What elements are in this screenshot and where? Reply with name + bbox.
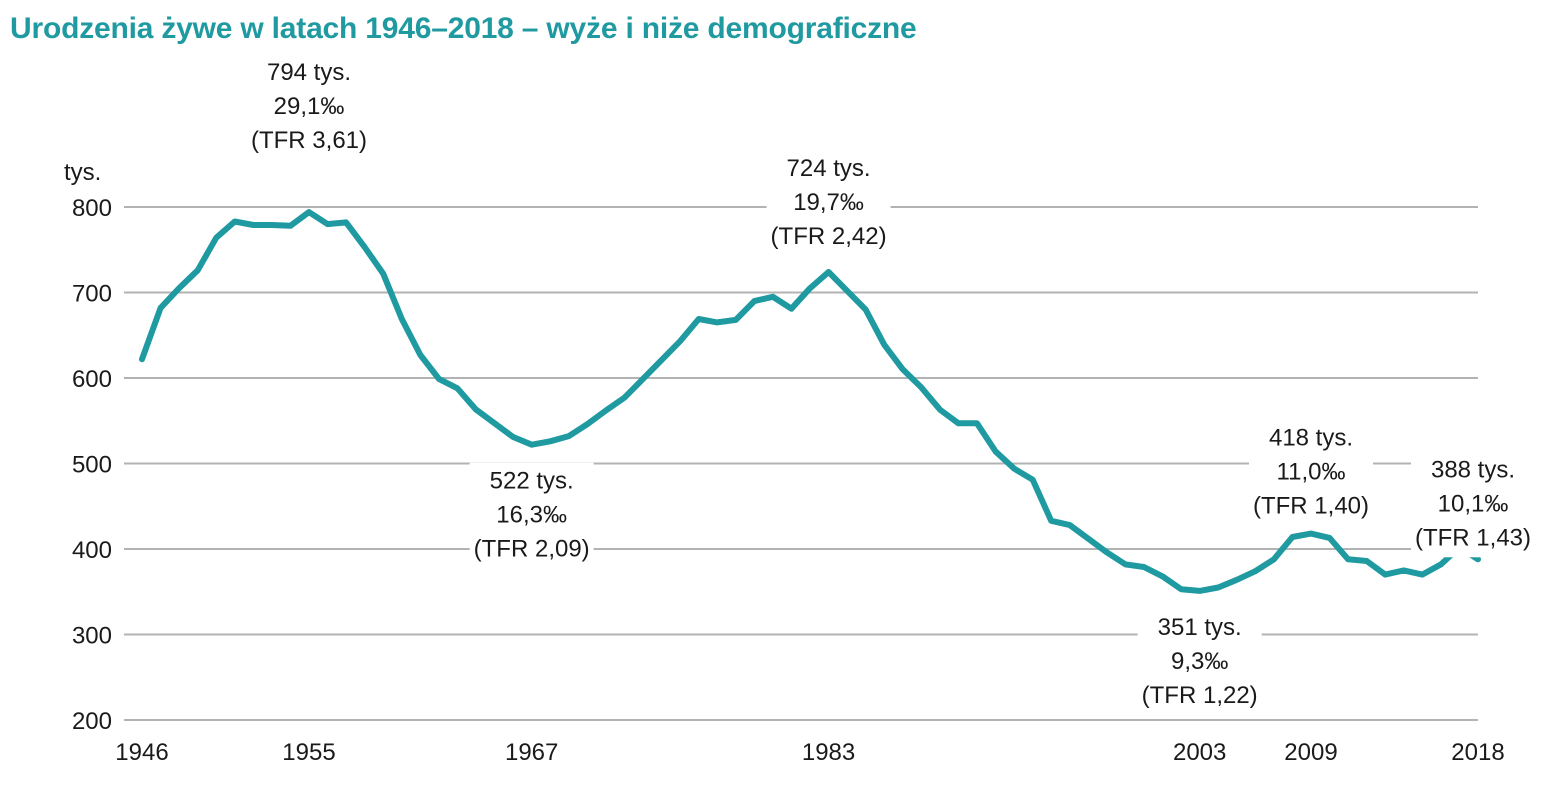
annotation-2009: 418 tys. 11,0‰ (TFR 1,40) — [1249, 419, 1373, 526]
annotation-text: 418 tys. — [1269, 425, 1353, 452]
annotation-text: 10,1‰ — [1438, 490, 1509, 517]
x-axis-ticks: 1946 1955 1967 1983 2003 2009 2018 — [115, 739, 1504, 766]
y-tick-label: 400 — [72, 537, 112, 564]
annotation-text: 388 tys. — [1431, 456, 1515, 483]
y-axis-ticks: 800 700 600 500 400 300 200 — [72, 195, 112, 735]
annotation-1967: 522 tys. 16,3‰ (TFR 2,09) — [469, 462, 594, 569]
series-line-births — [139, 209, 1481, 594]
annotation-text: 16,3‰ — [496, 502, 567, 529]
y-axis-unit-label: tys. — [64, 159, 101, 186]
annotation-text: (TFR 3,61) — [251, 127, 367, 154]
annotation-text: 794 tys. — [267, 59, 351, 86]
annotation-text: (TFR 2,09) — [474, 536, 590, 563]
annotation-text: 351 tys. — [1158, 614, 1242, 641]
annotation-text: (TFR 1,22) — [1142, 682, 1258, 709]
annotation-background — [1411, 451, 1535, 558]
annotation-text: (TFR 1,43) — [1415, 524, 1531, 551]
y-tick-label: 600 — [72, 366, 112, 393]
x-tick-label: 2009 — [1284, 739, 1337, 766]
annotation-1983: 724 tys. 19,7‰ (TFR 2,42) — [766, 149, 891, 256]
annotation-text: 19,7‰ — [793, 189, 864, 216]
series-layer — [139, 209, 1481, 594]
annotation-1955: 794 tys. 29,1‰ (TFR 3,61) — [247, 54, 371, 161]
annotation-2018: 388 tys. 10,1‰ (TFR 1,43) — [1411, 451, 1535, 558]
x-tick-label: 1967 — [505, 739, 558, 766]
chart-title: Urodzenia żywe w latach 1946–2018 – wyże… — [10, 12, 917, 45]
y-tick-label: 300 — [72, 623, 112, 650]
x-tick-label: 1946 — [115, 739, 168, 766]
annotation-text: (TFR 2,42) — [771, 223, 887, 250]
annotation-text: 11,0‰ — [1277, 459, 1346, 486]
y-tick-label: 500 — [72, 452, 112, 479]
annotation-background — [469, 462, 594, 569]
annotation-2003: 351 tys. 9,3‰ (TFR 1,22) — [1137, 608, 1262, 715]
x-tick-label: 2018 — [1451, 739, 1504, 766]
y-tick-label: 200 — [72, 708, 112, 735]
annotation-background — [247, 54, 371, 161]
x-tick-label: 2003 — [1173, 739, 1226, 766]
y-tick-label: 800 — [72, 195, 112, 222]
annotation-text: 724 tys. — [787, 155, 871, 182]
x-tick-label: 1983 — [802, 739, 855, 766]
x-tick-label: 1955 — [282, 739, 335, 766]
annotation-text: 29,1‰ — [274, 93, 345, 120]
annotation-text: 9,3‰ — [1171, 648, 1228, 675]
annotations: 794 tys. 29,1‰ (TFR 3,61) 522 tys. 16,3‰ (TFR… — [247, 54, 1535, 715]
annotation-text: 522 tys. — [490, 468, 574, 495]
annotation-background — [766, 149, 891, 256]
y-tick-label: 700 — [72, 281, 112, 308]
annotation-background — [1249, 419, 1373, 526]
annotation-text: (TFR 1,40) — [1253, 493, 1369, 520]
annotation-background — [1137, 608, 1262, 715]
